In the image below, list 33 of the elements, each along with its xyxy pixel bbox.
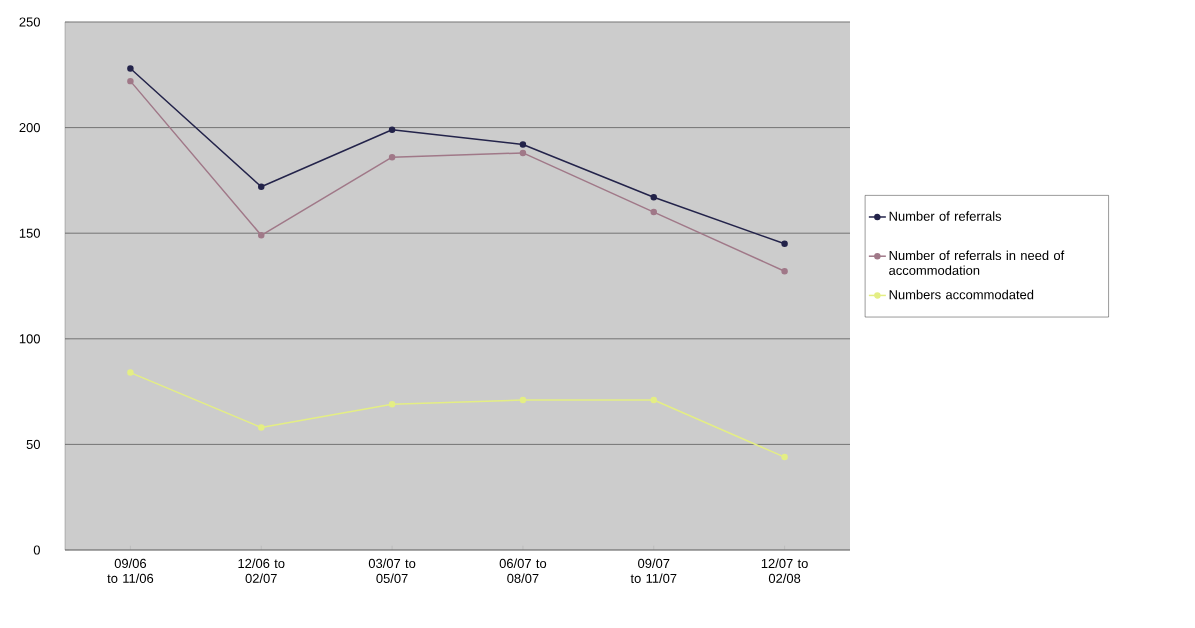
x-tick-label: 12/06 to 02/07: [238, 558, 285, 583]
point: [258, 424, 265, 431]
point: [781, 453, 788, 461]
legend-label: Number of referrals in need of accommodation: [889, 250, 1065, 275]
y-tick-label: 100: [19, 334, 40, 344]
point: [519, 141, 527, 148]
x-tick-label: 09/06 to 11/06: [107, 558, 154, 583]
legend-label: Number of referrals: [889, 211, 1002, 221]
x-tick-label: 06/07 to 08/07: [499, 558, 547, 583]
y-tick-label: 200: [19, 123, 40, 133]
y-tick-label: 50: [26, 439, 40, 449]
point: [127, 65, 134, 72]
point: [388, 153, 396, 161]
point: [781, 267, 788, 275]
x-tick-label: 03/07 to 05/07: [368, 558, 416, 583]
y-tick-label: 250: [19, 17, 40, 27]
point: [519, 149, 527, 157]
y-tick-label: 150: [19, 228, 40, 238]
legend-label: Numbers accommodated: [889, 289, 1034, 300]
point: [519, 396, 527, 404]
point: [781, 240, 788, 247]
y-tick-label: 0: [33, 545, 40, 555]
point: [388, 126, 396, 133]
point: [650, 194, 657, 201]
point: [650, 396, 657, 404]
point: [258, 183, 265, 190]
x-tick-label: 12/07 to 02/08: [761, 558, 808, 583]
point: [127, 369, 134, 376]
point: [127, 77, 134, 85]
point: [388, 401, 396, 408]
point: [650, 208, 657, 216]
x-tick-label: 09/07 to 11/07: [630, 558, 677, 583]
point: [258, 232, 265, 239]
